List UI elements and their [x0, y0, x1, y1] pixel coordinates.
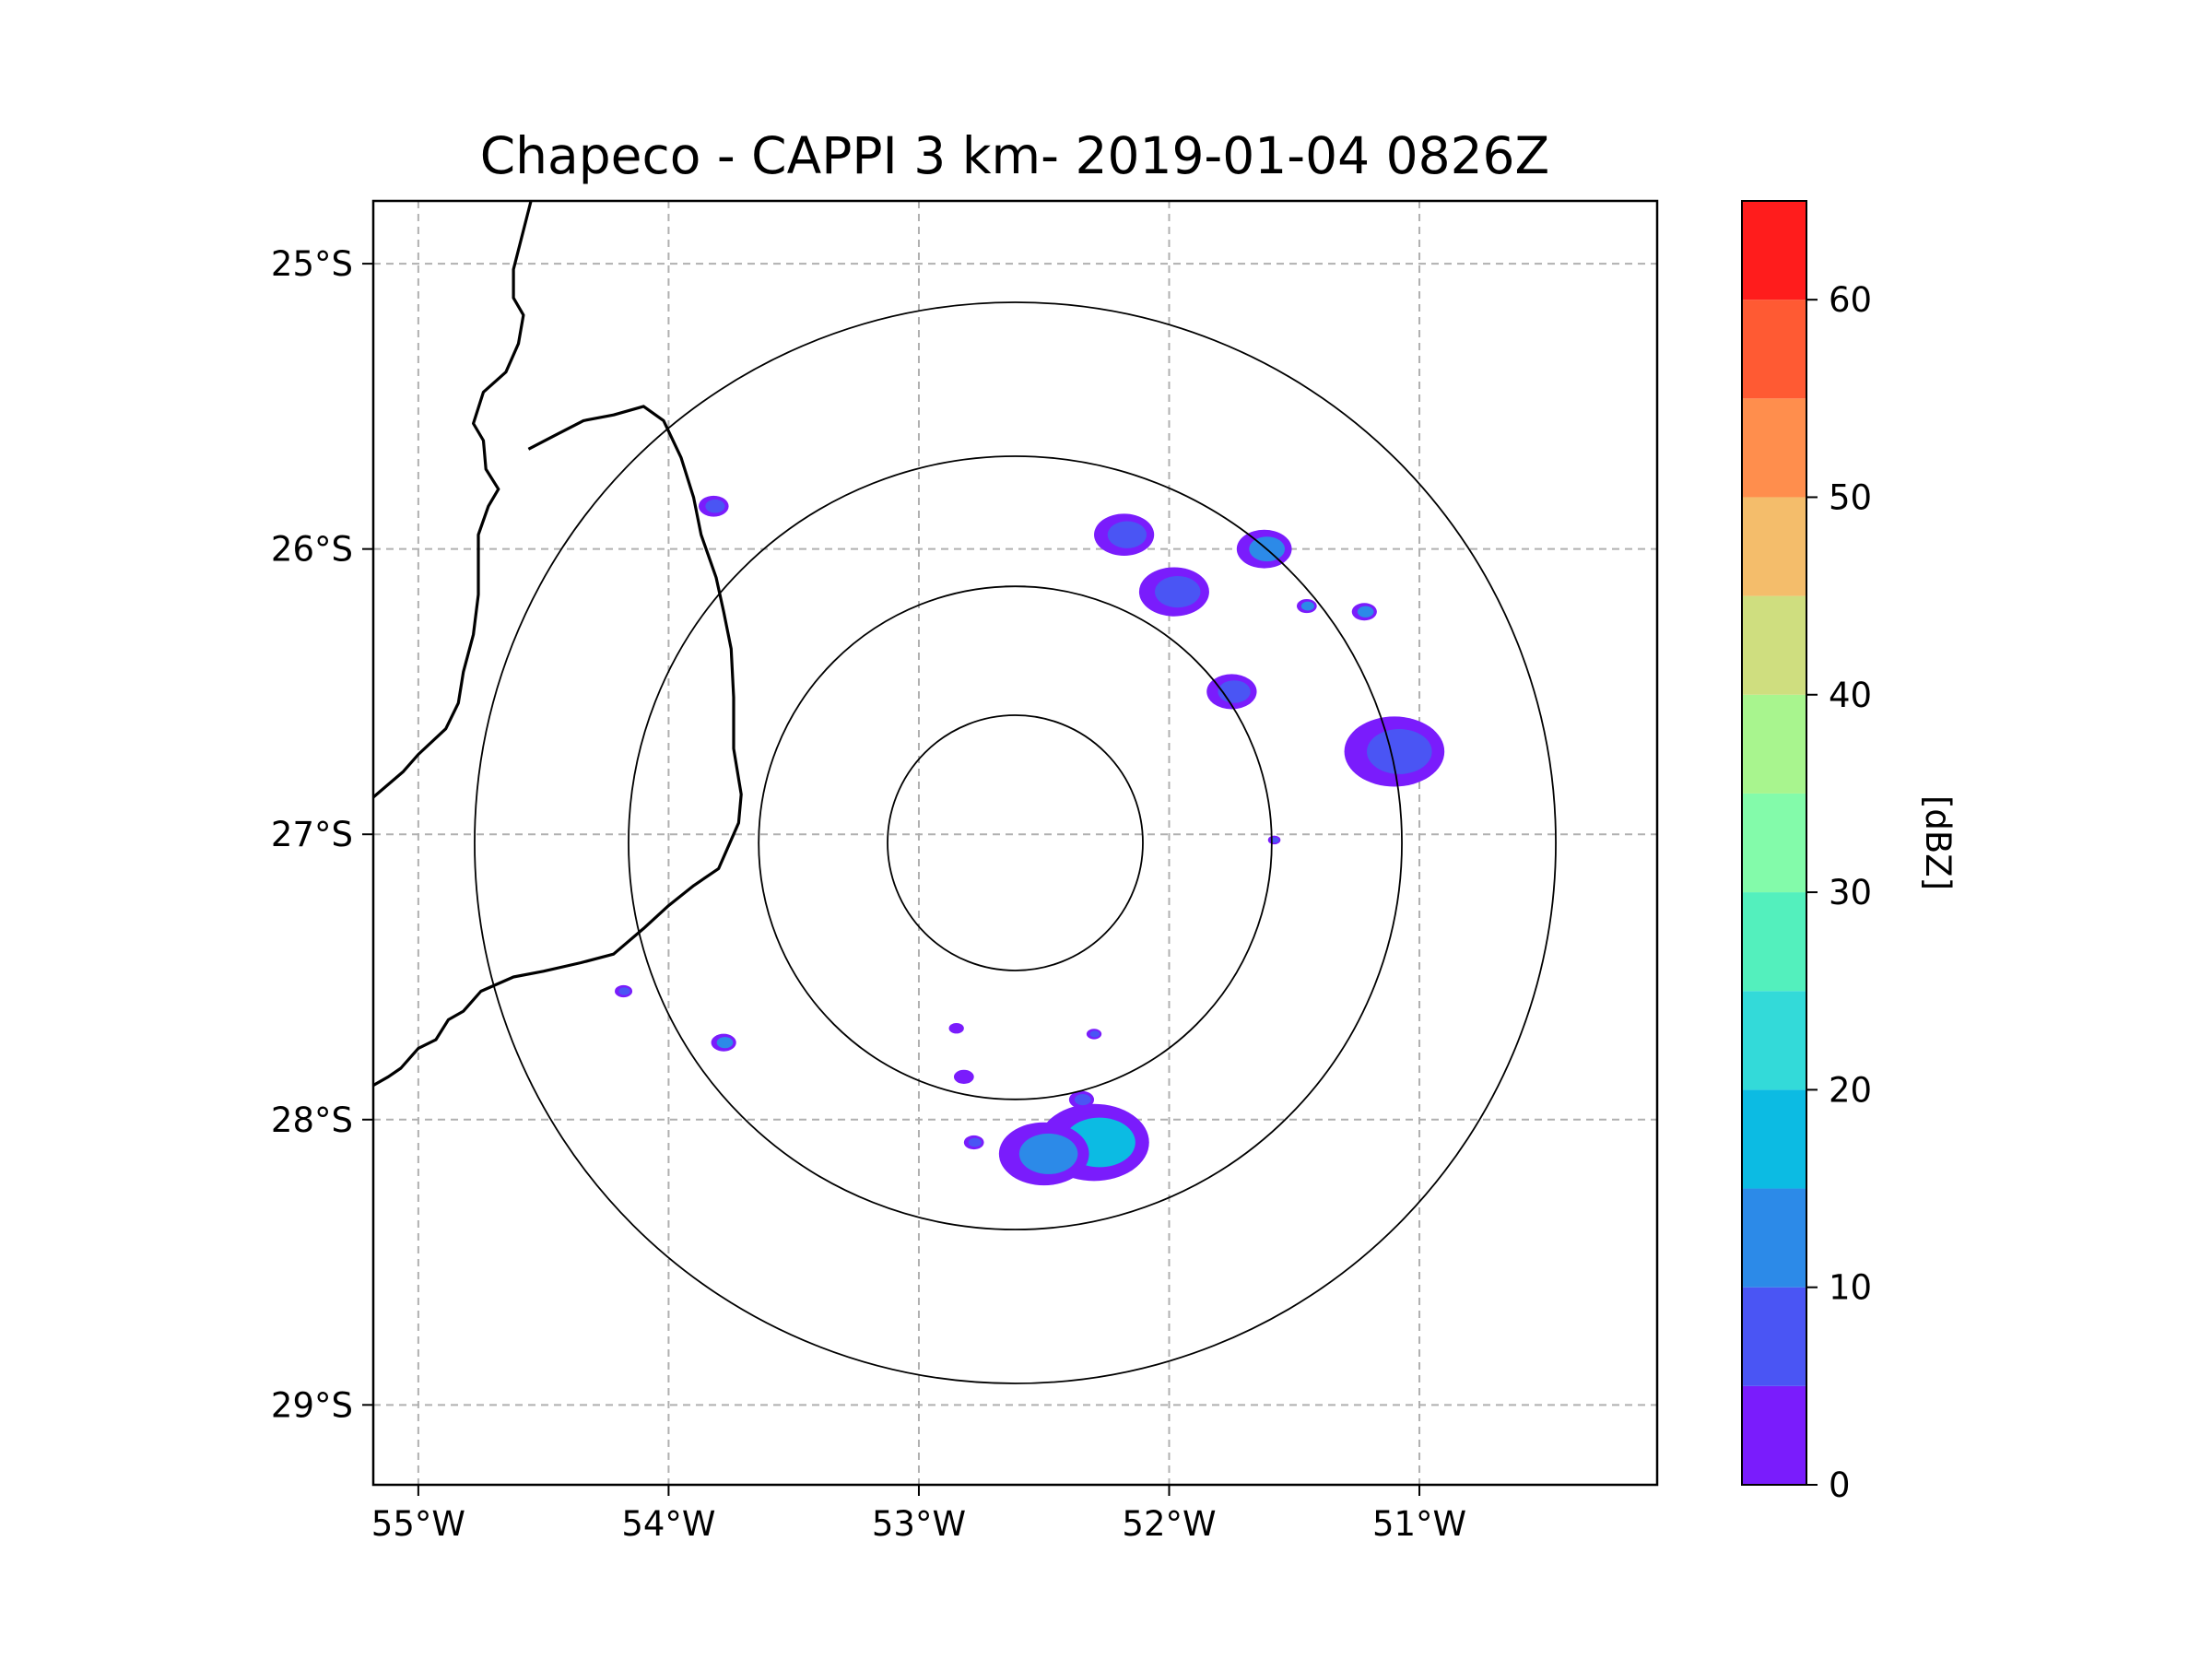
- y-tick-label: 25°S: [271, 244, 353, 284]
- colorbar-segment: [1742, 300, 1806, 399]
- colorbar-frame: [1741, 200, 1807, 1486]
- colorbar-segment: [1742, 1287, 1806, 1386]
- y-axis-ticks: 25°S 26°S 27°S 28°S 29°S: [271, 244, 373, 1425]
- colorbar-tick-label: 30: [1829, 873, 1872, 912]
- plot-area: [373, 201, 1657, 1485]
- colorbar-segment: [1742, 694, 1806, 794]
- x-tick-label: 51°W: [1372, 1504, 1466, 1544]
- plot-frame: [371, 199, 1659, 1487]
- echo-cell: [953, 1069, 974, 1084]
- radar-echoes: [615, 495, 1445, 1186]
- colorbar-segment: [1742, 595, 1806, 695]
- echo-core: [1074, 1093, 1091, 1106]
- colorbar-segment: [1742, 793, 1806, 893]
- colorbar-segment: [1742, 1385, 1806, 1485]
- colorbar-tick-label: 60: [1829, 280, 1872, 320]
- range-ring: [758, 585, 1273, 1100]
- colorbar: 0 10 20 30 40 50 60: [1741, 200, 1872, 1505]
- colorbar-segment: [1742, 201, 1806, 300]
- y-tick-label: 29°S: [271, 1385, 353, 1425]
- echo-core: [1270, 837, 1279, 843]
- colorbar-segment: [1742, 497, 1806, 596]
- colorbar-segment: [1742, 991, 1806, 1090]
- y-tick-label: 28°S: [271, 1100, 353, 1140]
- echo-core: [968, 1137, 982, 1147]
- x-axis-ticks: 55°W 54°W 53°W 52°W 51°W: [371, 1485, 1466, 1544]
- range-ring: [887, 714, 1144, 971]
- colorbar-segment: [1742, 1188, 1806, 1288]
- echo-core: [1018, 1133, 1078, 1174]
- echo-core: [1155, 575, 1201, 608]
- colorbar-segment: [1742, 398, 1806, 498]
- x-tick-label: 52°W: [1122, 1504, 1216, 1544]
- echo-cell: [948, 1023, 964, 1034]
- x-tick-label: 53°W: [872, 1504, 966, 1544]
- echo-core: [618, 987, 630, 995]
- y-tick-label: 27°S: [271, 815, 353, 854]
- chart-title: Chapeco - CAPPI 3 km- 2019-01-04 0826Z: [480, 126, 1549, 185]
- x-tick-label: 55°W: [371, 1504, 465, 1544]
- colorbar-tick-label: 20: [1829, 1070, 1872, 1110]
- x-tick-label: 54°W: [621, 1504, 715, 1544]
- echo-core: [1367, 729, 1432, 774]
- colorbar-segment: [1742, 1089, 1806, 1189]
- echo-core: [1107, 521, 1147, 548]
- echo-core: [716, 1037, 734, 1049]
- range-ring: [628, 455, 1403, 1230]
- colorbar-tick-label: 40: [1829, 676, 1872, 715]
- colorbar-tick-label: 0: [1829, 1465, 1851, 1505]
- border-line: [373, 405, 743, 1087]
- range-rings: [474, 301, 1557, 1384]
- colorbar-label: [dBZ]: [1918, 795, 1958, 890]
- range-ring: [474, 301, 1557, 1384]
- echo-core: [1089, 1030, 1100, 1038]
- map-layer: [373, 201, 1657, 1485]
- echo-core: [1300, 601, 1314, 611]
- border-line: [373, 201, 533, 799]
- echo-core: [705, 499, 725, 513]
- colorbar-segment: [1742, 892, 1806, 992]
- colorbar-tick-label: 50: [1829, 477, 1872, 517]
- colorbar-tick-label: 10: [1829, 1268, 1872, 1308]
- y-tick-label: 26°S: [271, 530, 353, 570]
- echo-core: [1357, 606, 1374, 618]
- country-borders: [373, 201, 743, 1087]
